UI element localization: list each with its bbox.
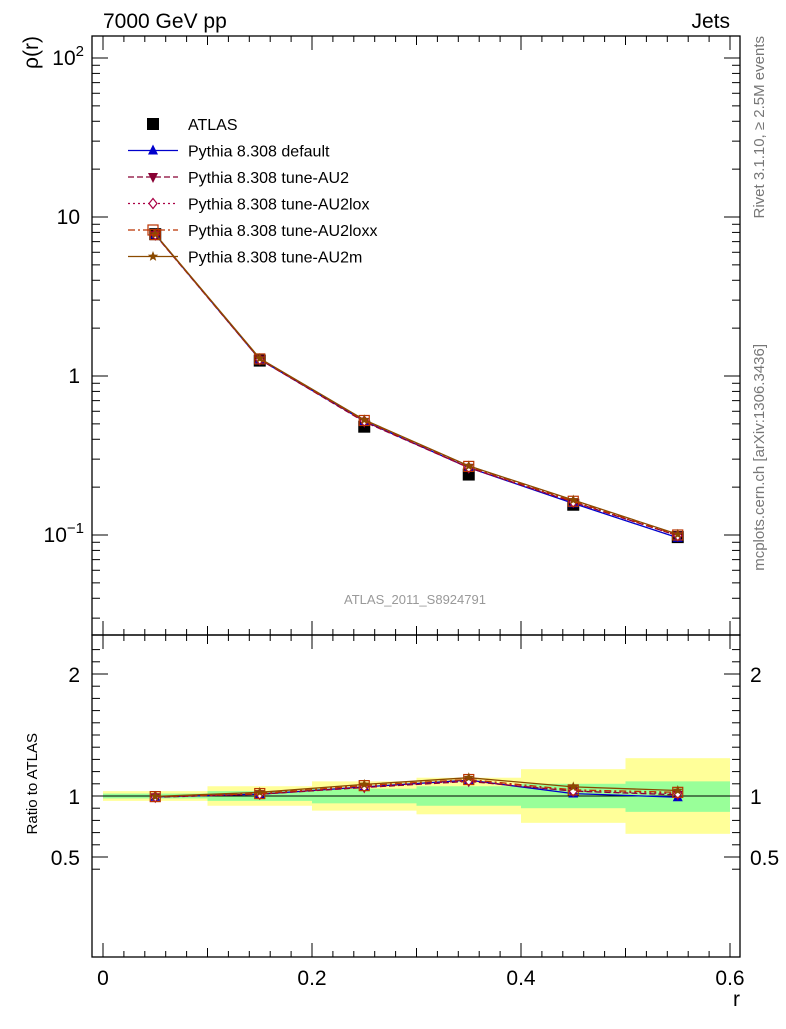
series-line-au2loxx — [154, 234, 678, 536]
series-line-au2loxx — [155, 778, 678, 798]
y-tick-label: 10 — [57, 206, 80, 229]
series-line-au2m — [155, 777, 678, 798]
header-left-label: 7000 GeV pp — [103, 10, 227, 33]
data-point-au2m-0 — [150, 790, 161, 801]
legend-marker-default — [148, 144, 158, 155]
ratio-y-tick-label-left: 0.5 — [51, 847, 80, 870]
y-axis-label: ρ(r) — [20, 36, 43, 69]
ratio-y-axis-label: Ratio to ATLAS — [24, 733, 41, 834]
ratio-series-group — [149, 772, 684, 804]
legend-label-au2lox: Pythia 8.308 tune-AU2lox — [188, 197, 369, 214]
series-line-au2 — [154, 234, 678, 537]
series-au2 — [150, 231, 683, 542]
rivet-label: Rivet 3.1.10, ≥ 2.5M events — [751, 36, 768, 219]
ratio-y-tick-label-right: 1 — [750, 786, 762, 809]
ratio-y-tick-label-right: 0.5 — [750, 847, 779, 870]
legend-label-au2loxx: Pythia 8.308 tune-AU2loxx — [188, 223, 377, 240]
data-point-au2m-5 — [672, 785, 683, 795]
main-series-group — [149, 228, 684, 544]
series-line-default — [154, 234, 679, 539]
x-tick-label: 0 — [97, 967, 109, 990]
ratio-y-tick-label-right: 2 — [750, 664, 762, 687]
legend-marker-au2m — [147, 251, 159, 261]
series-au2loxx — [149, 229, 684, 541]
legend-marker-au2 — [148, 173, 158, 183]
series-default — [150, 228, 683, 542]
x-tick-label: 0.6 — [715, 967, 744, 990]
legend-entry-default: Pythia 8.308 default — [128, 144, 330, 161]
legend-entry-au2lox: Pythia 8.308 tune-AU2lox — [128, 197, 369, 214]
legend-marker-au2lox — [148, 197, 158, 210]
series-atlas — [149, 228, 684, 544]
legend-marker-atlas — [147, 118, 159, 130]
legend-entry-au2: Pythia 8.308 tune-AU2 — [128, 170, 349, 187]
mcplots-label: mcplots.cern.ch [arXiv:1306.3436] — [751, 344, 768, 571]
data-point-au2m-4 — [568, 494, 579, 505]
data-point-au2m-1 — [254, 786, 265, 797]
series-au2m — [150, 772, 683, 801]
data-point-au2m-1 — [254, 352, 265, 363]
series-au2lox — [150, 228, 683, 542]
analysis-label: ATLAS_2011_S8924791 — [344, 592, 486, 607]
series-line-au2m — [154, 233, 679, 535]
legend-label-au2: Pythia 8.308 tune-AU2 — [188, 170, 349, 187]
axes-group: 0 0.2 0.4 0.6r 102 10 1 10−1 ρ(r) 0.5 0.5 1 1 2 2 Ratio… — [20, 35, 779, 1011]
series-au2m — [150, 228, 683, 539]
x-axis-label: r — [733, 988, 740, 1011]
legend-entry-au2m: Pythia 8.308 tune-AU2m — [128, 250, 362, 267]
legend-label-atlas: ATLAS — [188, 117, 238, 134]
data-point-au2m-2 — [359, 414, 370, 425]
data-point-au2m-4 — [568, 781, 579, 792]
data-point-au2m-3 — [463, 772, 474, 783]
x-tick-label: 0.4 — [506, 967, 536, 990]
legend: ATLAS Pythia 8.308 default Pythia 8.308 tu… — [128, 117, 377, 267]
data-point-au2m-5 — [672, 528, 683, 539]
ratio-y-tick-label-left: 2 — [68, 664, 80, 687]
legend-label-default: Pythia 8.308 default — [188, 144, 330, 161]
legend-entry-atlas: ATLAS — [147, 117, 238, 134]
x-tick-label: 0.2 — [297, 967, 326, 990]
y-tick-label: 1 — [68, 365, 80, 388]
data-point-au2m-3 — [463, 460, 474, 471]
legend-label-au2m: Pythia 8.308 tune-AU2m — [188, 250, 362, 267]
series-line-au2lox — [155, 780, 678, 798]
ratio-y-tick-label-left: 1 — [68, 786, 80, 809]
series-line-au2lox — [154, 234, 678, 537]
legend-entry-au2loxx: Pythia 8.308 tune-AU2loxx — [128, 223, 377, 240]
legend-marker-au2loxx — [147, 224, 159, 236]
header-right-label: Jets — [691, 10, 730, 33]
y-tick-label: 102 — [52, 43, 84, 70]
data-point-au2m-0 — [150, 228, 161, 239]
data-point-au2m-2 — [359, 778, 370, 789]
y-tick-label: 10−1 — [44, 520, 84, 547]
